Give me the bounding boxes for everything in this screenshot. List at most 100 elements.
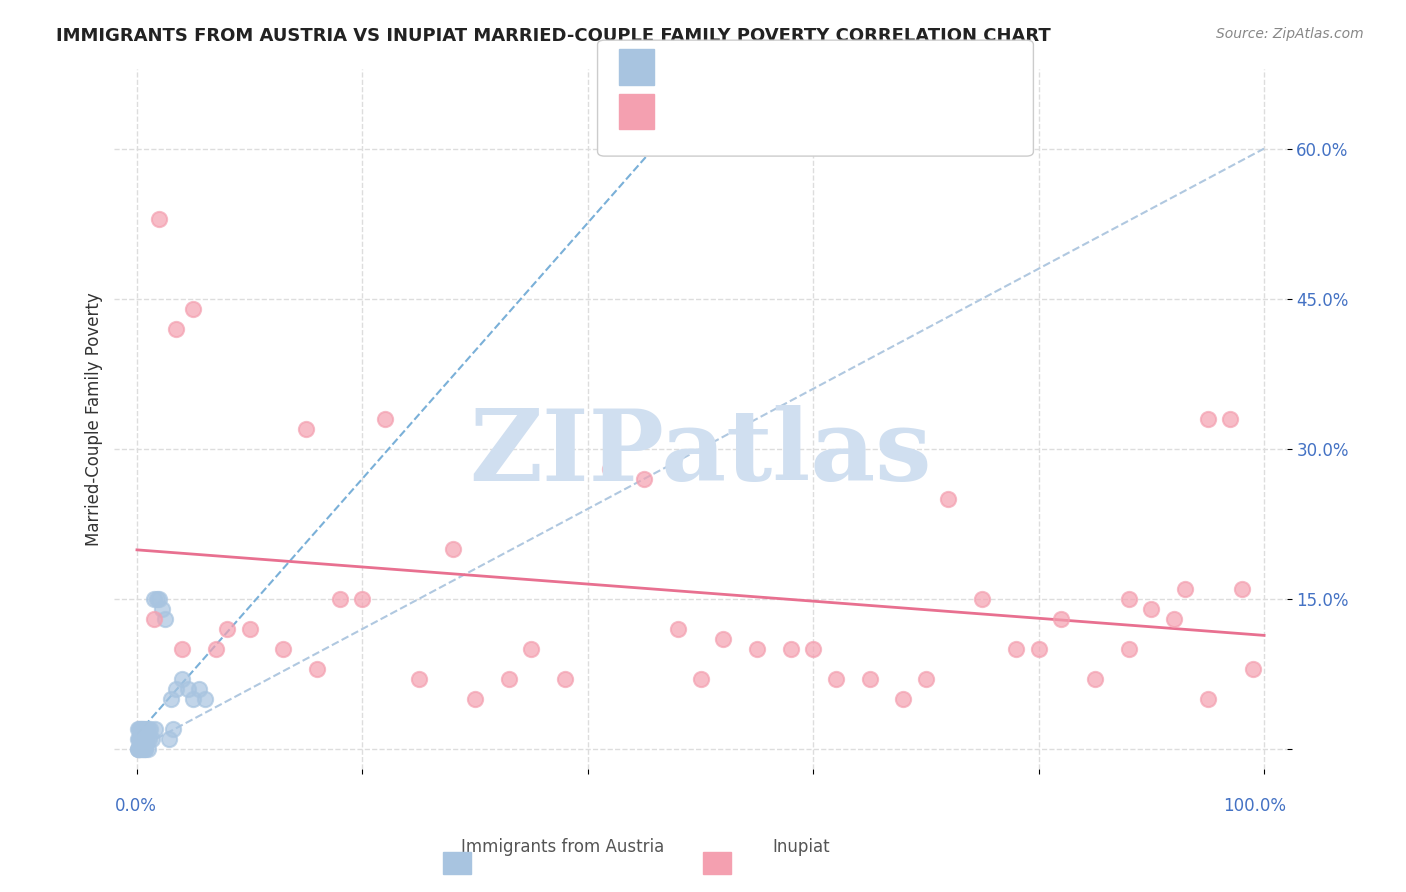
Point (136, 742, 159, 756)
Point (127, 742, 149, 756)
Point (1163, 612, 1185, 626)
Point (148, 591, 170, 606)
Point (131, 742, 153, 756)
Point (824, 672, 846, 686)
Y-axis label: Married-Couple Family Poverty: Married-Couple Family Poverty (86, 292, 103, 546)
Point (938, 491, 960, 506)
Point (554, 672, 576, 686)
Point (239, 622, 262, 636)
Text: R =  0.061: R = 0.061 (664, 103, 759, 120)
Point (972, 591, 994, 606)
Point (129, 722, 152, 736)
Point (1005, 642, 1028, 657)
Point (176, 681, 198, 696)
Point (148, 211, 170, 226)
Point (128, 732, 150, 747)
Text: ZIPatlas: ZIPatlas (470, 405, 932, 502)
Point (142, 591, 165, 606)
Text: Immigrants from Austria: Immigrants from Austria (461, 838, 664, 856)
Point (666, 622, 689, 636)
Point (135, 732, 157, 747)
Point (801, 642, 824, 657)
Point (1118, 591, 1140, 606)
Point (1140, 602, 1163, 616)
Point (1197, 692, 1219, 706)
Point (131, 722, 153, 736)
Point (128, 742, 150, 756)
Point (150, 602, 173, 616)
Point (136, 722, 159, 736)
Point (134, 742, 156, 756)
Point (170, 672, 193, 686)
Point (858, 672, 880, 686)
Point (915, 672, 938, 686)
Text: 100.0%: 100.0% (1223, 797, 1286, 815)
Text: R =  0.172: R = 0.172 (664, 58, 759, 76)
Point (498, 672, 520, 686)
Point (893, 692, 915, 706)
Text: N = 48: N = 48 (801, 103, 869, 120)
Point (132, 732, 155, 747)
Point (352, 591, 374, 606)
Point (127, 722, 149, 736)
Point (162, 722, 184, 736)
Point (187, 681, 209, 696)
Point (134, 742, 156, 756)
Point (273, 642, 295, 657)
Point (1174, 582, 1197, 596)
Point (134, 722, 156, 736)
Point (142, 612, 165, 626)
Point (295, 422, 318, 436)
Point (307, 662, 329, 676)
Point (138, 732, 160, 747)
Point (633, 472, 655, 486)
Point (408, 672, 430, 686)
Point (1028, 642, 1050, 657)
Point (132, 732, 155, 747)
Point (129, 742, 152, 756)
Point (1118, 642, 1140, 657)
Point (157, 732, 180, 747)
Point (1219, 412, 1241, 426)
Point (711, 632, 734, 646)
Point (194, 692, 217, 706)
Point (127, 732, 149, 747)
Point (165, 322, 187, 336)
Point (153, 612, 176, 626)
Point (165, 681, 187, 696)
Point (374, 412, 396, 426)
Point (1084, 672, 1107, 686)
Point (170, 642, 193, 657)
Point (329, 591, 352, 606)
Point (146, 591, 169, 606)
Point (131, 742, 153, 756)
Point (128, 742, 150, 756)
Text: IMMIGRANTS FROM AUSTRIA VS INUPIAT MARRIED-COUPLE FAMILY POVERTY CORRELATION CHA: IMMIGRANTS FROM AUSTRIA VS INUPIAT MARRI… (56, 27, 1052, 45)
Point (205, 642, 228, 657)
Point (745, 642, 768, 657)
Point (181, 301, 204, 316)
Point (159, 692, 181, 706)
Point (689, 672, 711, 686)
Point (139, 722, 162, 736)
Point (128, 722, 150, 736)
Text: Source: ZipAtlas.com: Source: ZipAtlas.com (1216, 27, 1364, 41)
Point (1230, 582, 1253, 596)
Point (441, 541, 464, 556)
Point (464, 692, 486, 706)
Point (141, 732, 163, 747)
Point (1050, 612, 1073, 626)
Point (143, 722, 166, 736)
Point (217, 622, 239, 636)
Point (181, 692, 204, 706)
Point (129, 732, 152, 747)
Text: 0.0%: 0.0% (114, 797, 156, 815)
Point (128, 732, 150, 747)
Text: Inupiat: Inupiat (773, 838, 830, 856)
Point (779, 642, 801, 657)
Point (1241, 662, 1264, 676)
Point (520, 642, 543, 657)
Point (599, 462, 621, 476)
Point (131, 722, 153, 736)
Text: N = 43: N = 43 (801, 58, 869, 76)
